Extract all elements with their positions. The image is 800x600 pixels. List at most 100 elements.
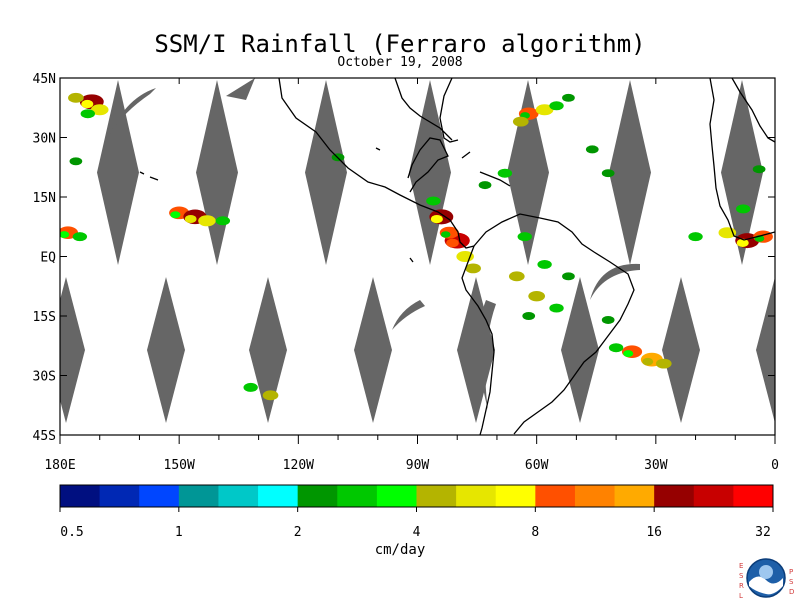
colorbar-unit: cm/day	[374, 542, 426, 558]
no-data-swath-edge	[392, 300, 425, 330]
x-tick-label: 90W	[406, 458, 430, 473]
rain-cell	[517, 232, 532, 242]
rain-cell-halo	[60, 231, 70, 239]
map-axes: 180E 150W 120W 90W 60W 30W 0 45N 30N 15N EQ 15S 30S 4…	[33, 72, 779, 473]
coastline-islands	[139, 147, 414, 263]
colorbar-tick-label: 4	[413, 525, 421, 540]
colorbar-tick-label: 1	[175, 525, 183, 540]
rain-cells	[60, 92, 773, 401]
colorbar-tick-label: 2	[294, 525, 302, 540]
no-data-swath	[561, 277, 599, 423]
colorbar-swatch	[258, 485, 299, 507]
colorbar-tick-label: 32	[755, 525, 771, 540]
rain-cell	[688, 232, 703, 242]
y-tick-label: 15S	[33, 310, 56, 325]
svg-text:S: S	[739, 572, 744, 580]
rain-cell-halo	[184, 215, 197, 224]
colorbar-swatch	[456, 485, 497, 507]
no-data-swath	[507, 80, 549, 265]
rain-cell	[512, 116, 529, 127]
colorbar-swatch	[376, 485, 417, 507]
rain-cell	[655, 358, 672, 369]
no-data-swath	[60, 277, 85, 423]
no-data-swath-edge	[590, 263, 640, 300]
map-title: SSM/I Rainfall (Ferraro algorithm)	[154, 30, 646, 58]
colorbar-swatch	[60, 485, 101, 507]
rain-cell-halo	[623, 350, 634, 358]
y-tick-label: EQ	[40, 251, 56, 266]
rain-cell	[243, 382, 258, 392]
rain-cell	[508, 271, 525, 282]
no-data-swath	[756, 277, 775, 423]
rain-cell	[537, 259, 552, 269]
y-tick-label: 30S	[33, 370, 56, 385]
colorbar-swatch	[495, 485, 536, 507]
colorbar-swatch	[99, 485, 140, 507]
colorbar-swatch	[733, 485, 774, 507]
rain-cell	[535, 104, 554, 116]
colorbar-swatch	[416, 485, 457, 507]
rain-cell	[752, 165, 766, 174]
no-data-swath	[97, 80, 139, 265]
svg-text:D: D	[789, 588, 794, 596]
x-tick-label: 0	[771, 458, 779, 473]
rain-cell	[585, 145, 599, 154]
rain-cell-halo	[446, 238, 459, 248]
y-tick-label: 45S	[33, 429, 56, 444]
rain-cell	[497, 168, 513, 178]
x-tick-label: 30W	[644, 458, 668, 473]
rain-cell	[215, 216, 231, 226]
no-data-swath	[609, 80, 651, 265]
colorbar-swatch	[337, 485, 378, 507]
coastlines	[139, 78, 775, 435]
svg-text:E: E	[739, 562, 743, 570]
x-tick-label: 120W	[283, 458, 314, 473]
svg-text:P: P	[789, 568, 793, 576]
colorbar-swatch	[574, 485, 616, 507]
coastline-africa	[709, 78, 775, 241]
rain-cell	[522, 312, 536, 320]
no-data-swath	[305, 80, 347, 265]
rain-cell	[549, 101, 564, 111]
colorbar-swatch	[693, 485, 734, 507]
colorbar-tick-label: 16	[646, 525, 662, 540]
colorbar-swatch	[178, 485, 219, 507]
rain-cell	[549, 303, 564, 313]
rain-cell-halo	[642, 357, 654, 366]
rain-cell-halo	[440, 231, 451, 238]
rain-cell-halo	[736, 238, 749, 247]
rain-cell	[601, 169, 615, 178]
no-data-swath	[249, 277, 287, 423]
x-tick-label: 180E	[44, 458, 75, 473]
no-data-swaths	[60, 78, 775, 423]
noaa-esrl-psd-logo: E S R L P S D	[739, 558, 794, 600]
rain-cell	[262, 390, 279, 401]
rain-cell	[90, 104, 109, 116]
x-tick-label: 150W	[164, 458, 195, 473]
rain-cell	[718, 227, 737, 239]
colorbar-swatch	[535, 485, 576, 507]
coastline-north-america	[278, 78, 511, 249]
colorbar-swatch	[654, 485, 695, 507]
no-data-swath	[721, 80, 763, 265]
svg-text:S: S	[789, 578, 794, 586]
svg-text:R: R	[739, 582, 744, 590]
y-tick-label: 15N	[33, 191, 56, 206]
rain-cell	[478, 181, 492, 190]
no-data-swath	[147, 277, 185, 423]
svg-text:L: L	[739, 592, 743, 600]
x-tick-label: 60W	[525, 458, 549, 473]
rain-cell	[562, 272, 575, 281]
rain-cell	[601, 315, 615, 324]
no-data-swath	[354, 277, 392, 423]
rain-cell	[69, 157, 83, 166]
rain-cell	[465, 263, 481, 274]
rain-cell	[68, 92, 84, 103]
no-data-swath	[662, 277, 700, 423]
colorbar-swatch	[297, 485, 338, 507]
rain-cell	[72, 232, 88, 242]
rain-cell	[80, 109, 95, 119]
rain-cell	[198, 215, 216, 227]
y-tick-label: 45N	[33, 72, 56, 87]
